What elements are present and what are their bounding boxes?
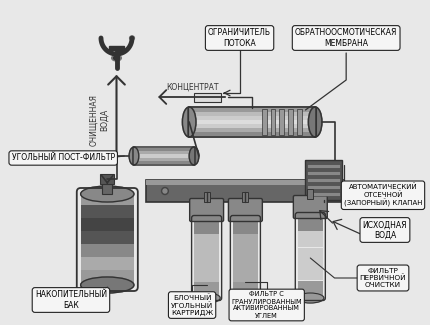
Bar bbox=[298, 281, 323, 297]
Bar bbox=[134, 151, 194, 154]
Ellipse shape bbox=[182, 107, 196, 137]
Bar bbox=[233, 282, 258, 298]
Ellipse shape bbox=[297, 293, 324, 303]
Bar bbox=[262, 109, 267, 135]
Ellipse shape bbox=[114, 56, 120, 60]
Bar bbox=[81, 257, 134, 271]
Bar bbox=[194, 266, 219, 282]
Bar bbox=[298, 264, 323, 280]
Ellipse shape bbox=[308, 107, 322, 137]
Text: ИСХОДНАЯ
ВОДА: ИСХОДНАЯ ВОДА bbox=[362, 220, 407, 240]
Bar bbox=[233, 266, 258, 282]
Bar bbox=[81, 218, 134, 232]
Ellipse shape bbox=[322, 188, 328, 194]
Bar bbox=[100, 174, 114, 184]
Bar bbox=[81, 270, 134, 284]
Bar bbox=[233, 234, 258, 250]
Bar bbox=[81, 205, 134, 219]
Text: ОЧИЩЕННАЯ
ВОДА: ОЧИЩЕННАЯ ВОДА bbox=[89, 94, 109, 146]
Bar bbox=[204, 192, 209, 202]
Text: УГОЛЬНЫЙ ПОСТ-ФИЛЬТР: УГОЛЬНЫЙ ПОСТ-ФИЛЬТР bbox=[12, 153, 115, 162]
Bar bbox=[146, 180, 344, 185]
Ellipse shape bbox=[129, 147, 139, 165]
Bar bbox=[233, 250, 258, 266]
Bar bbox=[270, 109, 276, 135]
Bar bbox=[298, 215, 323, 231]
Bar bbox=[298, 248, 323, 264]
Bar bbox=[280, 109, 284, 135]
Ellipse shape bbox=[162, 188, 169, 194]
Bar bbox=[189, 120, 315, 124]
Bar bbox=[81, 244, 134, 258]
Ellipse shape bbox=[232, 293, 259, 303]
Ellipse shape bbox=[112, 55, 121, 61]
Bar bbox=[194, 93, 221, 102]
Ellipse shape bbox=[81, 186, 134, 202]
Bar bbox=[307, 164, 341, 168]
Bar bbox=[288, 109, 293, 135]
Ellipse shape bbox=[81, 277, 134, 293]
Bar bbox=[134, 161, 194, 164]
Bar bbox=[189, 132, 315, 136]
Ellipse shape bbox=[189, 147, 199, 165]
Ellipse shape bbox=[163, 189, 167, 193]
Text: БЛОЧНЫЙ
УГОЛЬНЫЙ
КАРТРИДЖ: БЛОЧНЫЙ УГОЛЬНЫЙ КАРТРИДЖ bbox=[171, 294, 213, 316]
Bar bbox=[146, 180, 344, 202]
Bar bbox=[298, 231, 323, 247]
Bar bbox=[243, 192, 248, 202]
Bar bbox=[189, 116, 315, 120]
Bar bbox=[307, 185, 341, 189]
Ellipse shape bbox=[323, 189, 327, 193]
Bar bbox=[102, 182, 112, 194]
Bar bbox=[297, 109, 301, 135]
Bar bbox=[134, 154, 194, 158]
FancyBboxPatch shape bbox=[293, 196, 327, 218]
Bar bbox=[134, 148, 194, 151]
Bar bbox=[189, 124, 315, 128]
Text: ОГРАНИЧИТЕЛЬ
ПОТОКА: ОГРАНИЧИТЕЛЬ ПОТОКА bbox=[208, 28, 271, 48]
Bar bbox=[194, 250, 219, 266]
Bar bbox=[305, 160, 342, 200]
Text: ФИЛЬТР С
ГРАНУЛИРОВАННЫМ
АКТИВИРОВАННЫМ
УГЛЕМ: ФИЛЬТР С ГРАНУЛИРОВАННЫМ АКТИВИРОВАННЫМ … bbox=[231, 292, 302, 318]
Ellipse shape bbox=[129, 36, 135, 40]
Bar bbox=[109, 46, 124, 50]
Bar bbox=[134, 158, 194, 161]
Bar bbox=[307, 189, 313, 199]
Text: ОБРАТНООСМОТИЧЕСКАЯ
МЕМБРАНА: ОБРАТНООСМОТИЧЕСКАЯ МЕМБРАНА bbox=[295, 28, 397, 48]
Text: НАКОПИТЕЛЬНЫЙ
БАК: НАКОПИТЕЛЬНЫЙ БАК bbox=[35, 290, 107, 310]
Bar bbox=[81, 192, 134, 206]
Bar bbox=[194, 234, 219, 250]
FancyBboxPatch shape bbox=[228, 199, 262, 222]
Bar bbox=[189, 128, 315, 132]
Ellipse shape bbox=[193, 293, 220, 303]
Text: АВТОМАТИЧЕСКИЙ
ОТСЕЧНОЙ
(ЗАПОРНЫЙ) КЛАПАН: АВТОМАТИЧЕСКИЙ ОТСЕЧНОЙ (ЗАПОРНЫЙ) КЛАПА… bbox=[344, 183, 422, 207]
Bar bbox=[233, 218, 258, 234]
Bar bbox=[81, 231, 134, 245]
Bar bbox=[194, 282, 219, 298]
Bar bbox=[189, 112, 315, 116]
FancyBboxPatch shape bbox=[190, 199, 224, 222]
Text: ФИЛЬТР
ПЕРВИЧНОЙ
ОЧИСТКИ: ФИЛЬТР ПЕРВИЧНОЙ ОЧИСТКИ bbox=[359, 267, 406, 288]
Text: КОНЦЕНТРАТ: КОНЦЕНТРАТ bbox=[166, 83, 218, 92]
Bar bbox=[307, 192, 341, 196]
Bar bbox=[307, 171, 341, 175]
Bar bbox=[189, 108, 315, 112]
Bar bbox=[307, 178, 341, 182]
Bar bbox=[194, 218, 219, 234]
